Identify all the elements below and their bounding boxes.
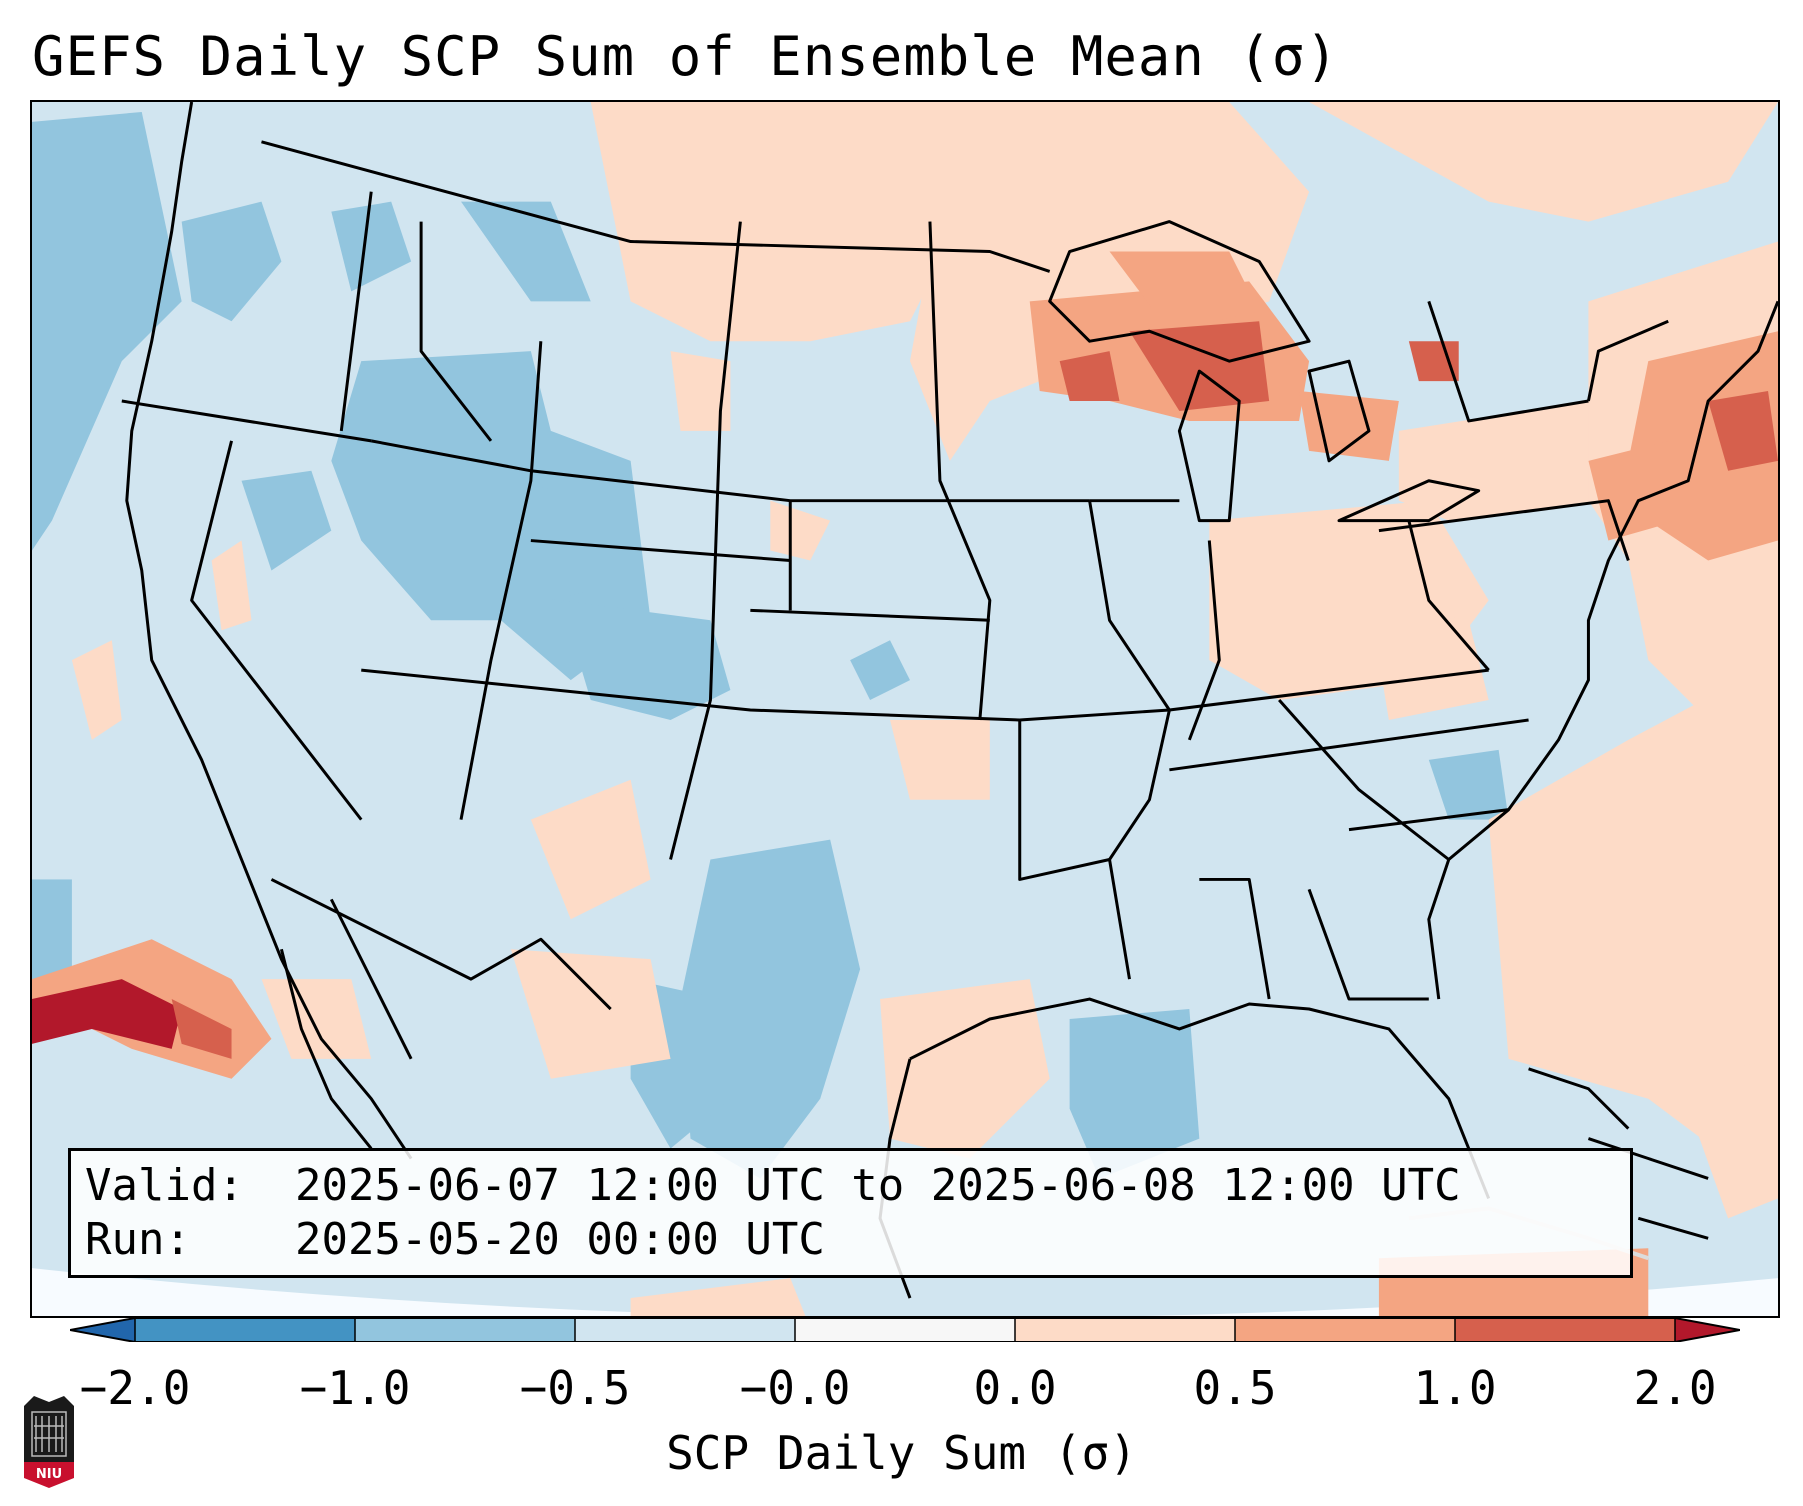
- rockies-negative-area: [241, 201, 731, 720]
- niu-logo: NIU: [24, 1396, 74, 1488]
- pacific-positive-streak: [32, 939, 272, 1079]
- colorbar-over-extend: [1675, 1318, 1740, 1342]
- colorbar-tick-label: 0.0: [973, 1361, 1057, 1415]
- map-canvas: [32, 102, 1778, 1316]
- svg-text:NIU: NIU: [36, 1467, 62, 1482]
- valid-row: Valid: 2025-06-07 12:00 UTC to 2025-06-08…: [85, 1159, 1630, 1213]
- colorbar-bin: [1455, 1318, 1676, 1342]
- caribbean-islands: [1528, 1067, 1709, 1240]
- colorbar-bin: [1235, 1318, 1456, 1342]
- run-row: Run: 2025-05-20 00:00 UTC: [85, 1213, 1630, 1267]
- valid-time-range: 2025-06-07 12:00 UTC to 2025-06-08 12:00…: [295, 1160, 1461, 1211]
- colorbar-under-extend: [70, 1318, 135, 1342]
- colorbar-tick-label: −1.0: [299, 1361, 411, 1415]
- colorbar-tick-label: 0.5: [1193, 1361, 1277, 1415]
- colorbar-bin: [1015, 1318, 1236, 1342]
- colorbar-tick-label: −0.5: [519, 1361, 631, 1415]
- new-england-positive: [1588, 241, 1778, 740]
- ohio-valley-positive: [1209, 401, 1599, 720]
- valid-run-info-box: Valid: 2025-06-07 12:00 UTC to 2025-06-08…: [68, 1148, 1633, 1278]
- colorbar: [70, 1318, 1740, 1342]
- colorbar-graphic: [70, 1318, 1740, 1342]
- pacific-coastline: [125, 102, 413, 1160]
- colorbar-tick-label: −0.0: [739, 1361, 851, 1415]
- colorbar-label: SCP Daily Sum (σ): [666, 1426, 1137, 1480]
- colorbar-bin: [355, 1318, 576, 1342]
- valid-label: Valid:: [85, 1160, 244, 1211]
- colorbar-tick-label: 2.0: [1633, 1361, 1717, 1415]
- run-time: 2025-05-20 00:00 UTC: [295, 1214, 825, 1265]
- colorbar-bin: [135, 1318, 356, 1342]
- map-panel: [30, 100, 1780, 1318]
- texas-gulf-negative-area: [630, 640, 1509, 1179]
- colorbar-bin: [575, 1318, 796, 1342]
- upper-midwest-positive: [590, 102, 1778, 561]
- west-coast-positive: [71, 540, 372, 1059]
- colorbar-tick-label: 1.0: [1413, 1361, 1497, 1415]
- chart-title: GEFS Daily SCP Sum of Ensemble Mean (σ): [32, 25, 1339, 88]
- run-label: Run:: [85, 1214, 191, 1265]
- gulf-coast-positive: [510, 719, 1050, 1316]
- colorbar-bin: [795, 1318, 1016, 1342]
- boundaries: [121, 102, 1778, 1299]
- great-lakes-positive: [1029, 251, 1459, 461]
- colorbar-tick-label: −2.0: [79, 1361, 191, 1415]
